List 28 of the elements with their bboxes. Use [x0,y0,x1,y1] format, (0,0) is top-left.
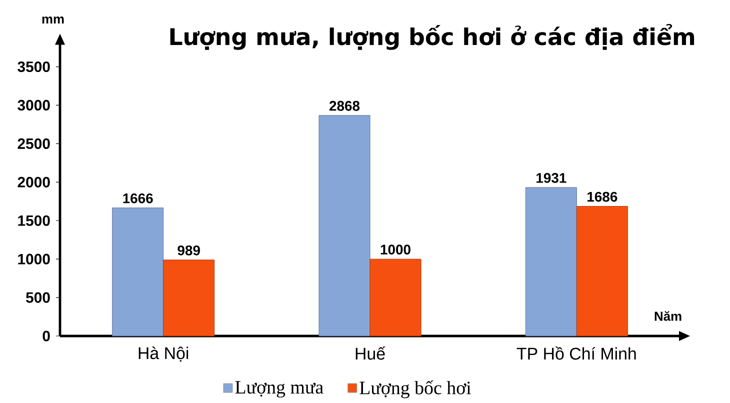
y-tick-label: 1000 [18,254,50,264]
data-label: 989 [178,245,200,256]
y-axis-title: mm [42,16,64,24]
y-tick-label: 3000 [18,100,50,111]
y-tick-label: 3500 [18,61,50,72]
y-tick-label: 1500 [18,215,50,226]
bar [370,258,422,336]
data-label: 1686 [588,192,618,202]
bar [112,208,164,336]
x-tick-label: Hà Nội [138,346,188,362]
x-axis-title: Năm [654,311,682,321]
y-tick-label: 0 [42,330,50,342]
data-label: 1000 [380,244,410,255]
x-tick-label: Huế [356,346,386,360]
legend-label: Lượng mưa [235,381,324,398]
y-tick-label: 2000 [18,176,50,188]
data-label: 1666 [123,193,153,204]
x-tick-label: TP Hồ Chí Minh [516,346,636,360]
legend-label: Lượng bốc hơi [360,380,471,398]
bar [318,115,370,336]
bar [525,187,577,336]
data-label: 2868 [329,100,360,111]
bar [163,260,215,336]
y-tick-label: 2500 [18,138,50,149]
bar [576,206,628,336]
y-tick-label: 500 [26,292,50,303]
chart-title: Lượng mưa, lượng bốc hơi ở các địa điểm [170,24,694,50]
data-label: 1931 [536,172,566,183]
